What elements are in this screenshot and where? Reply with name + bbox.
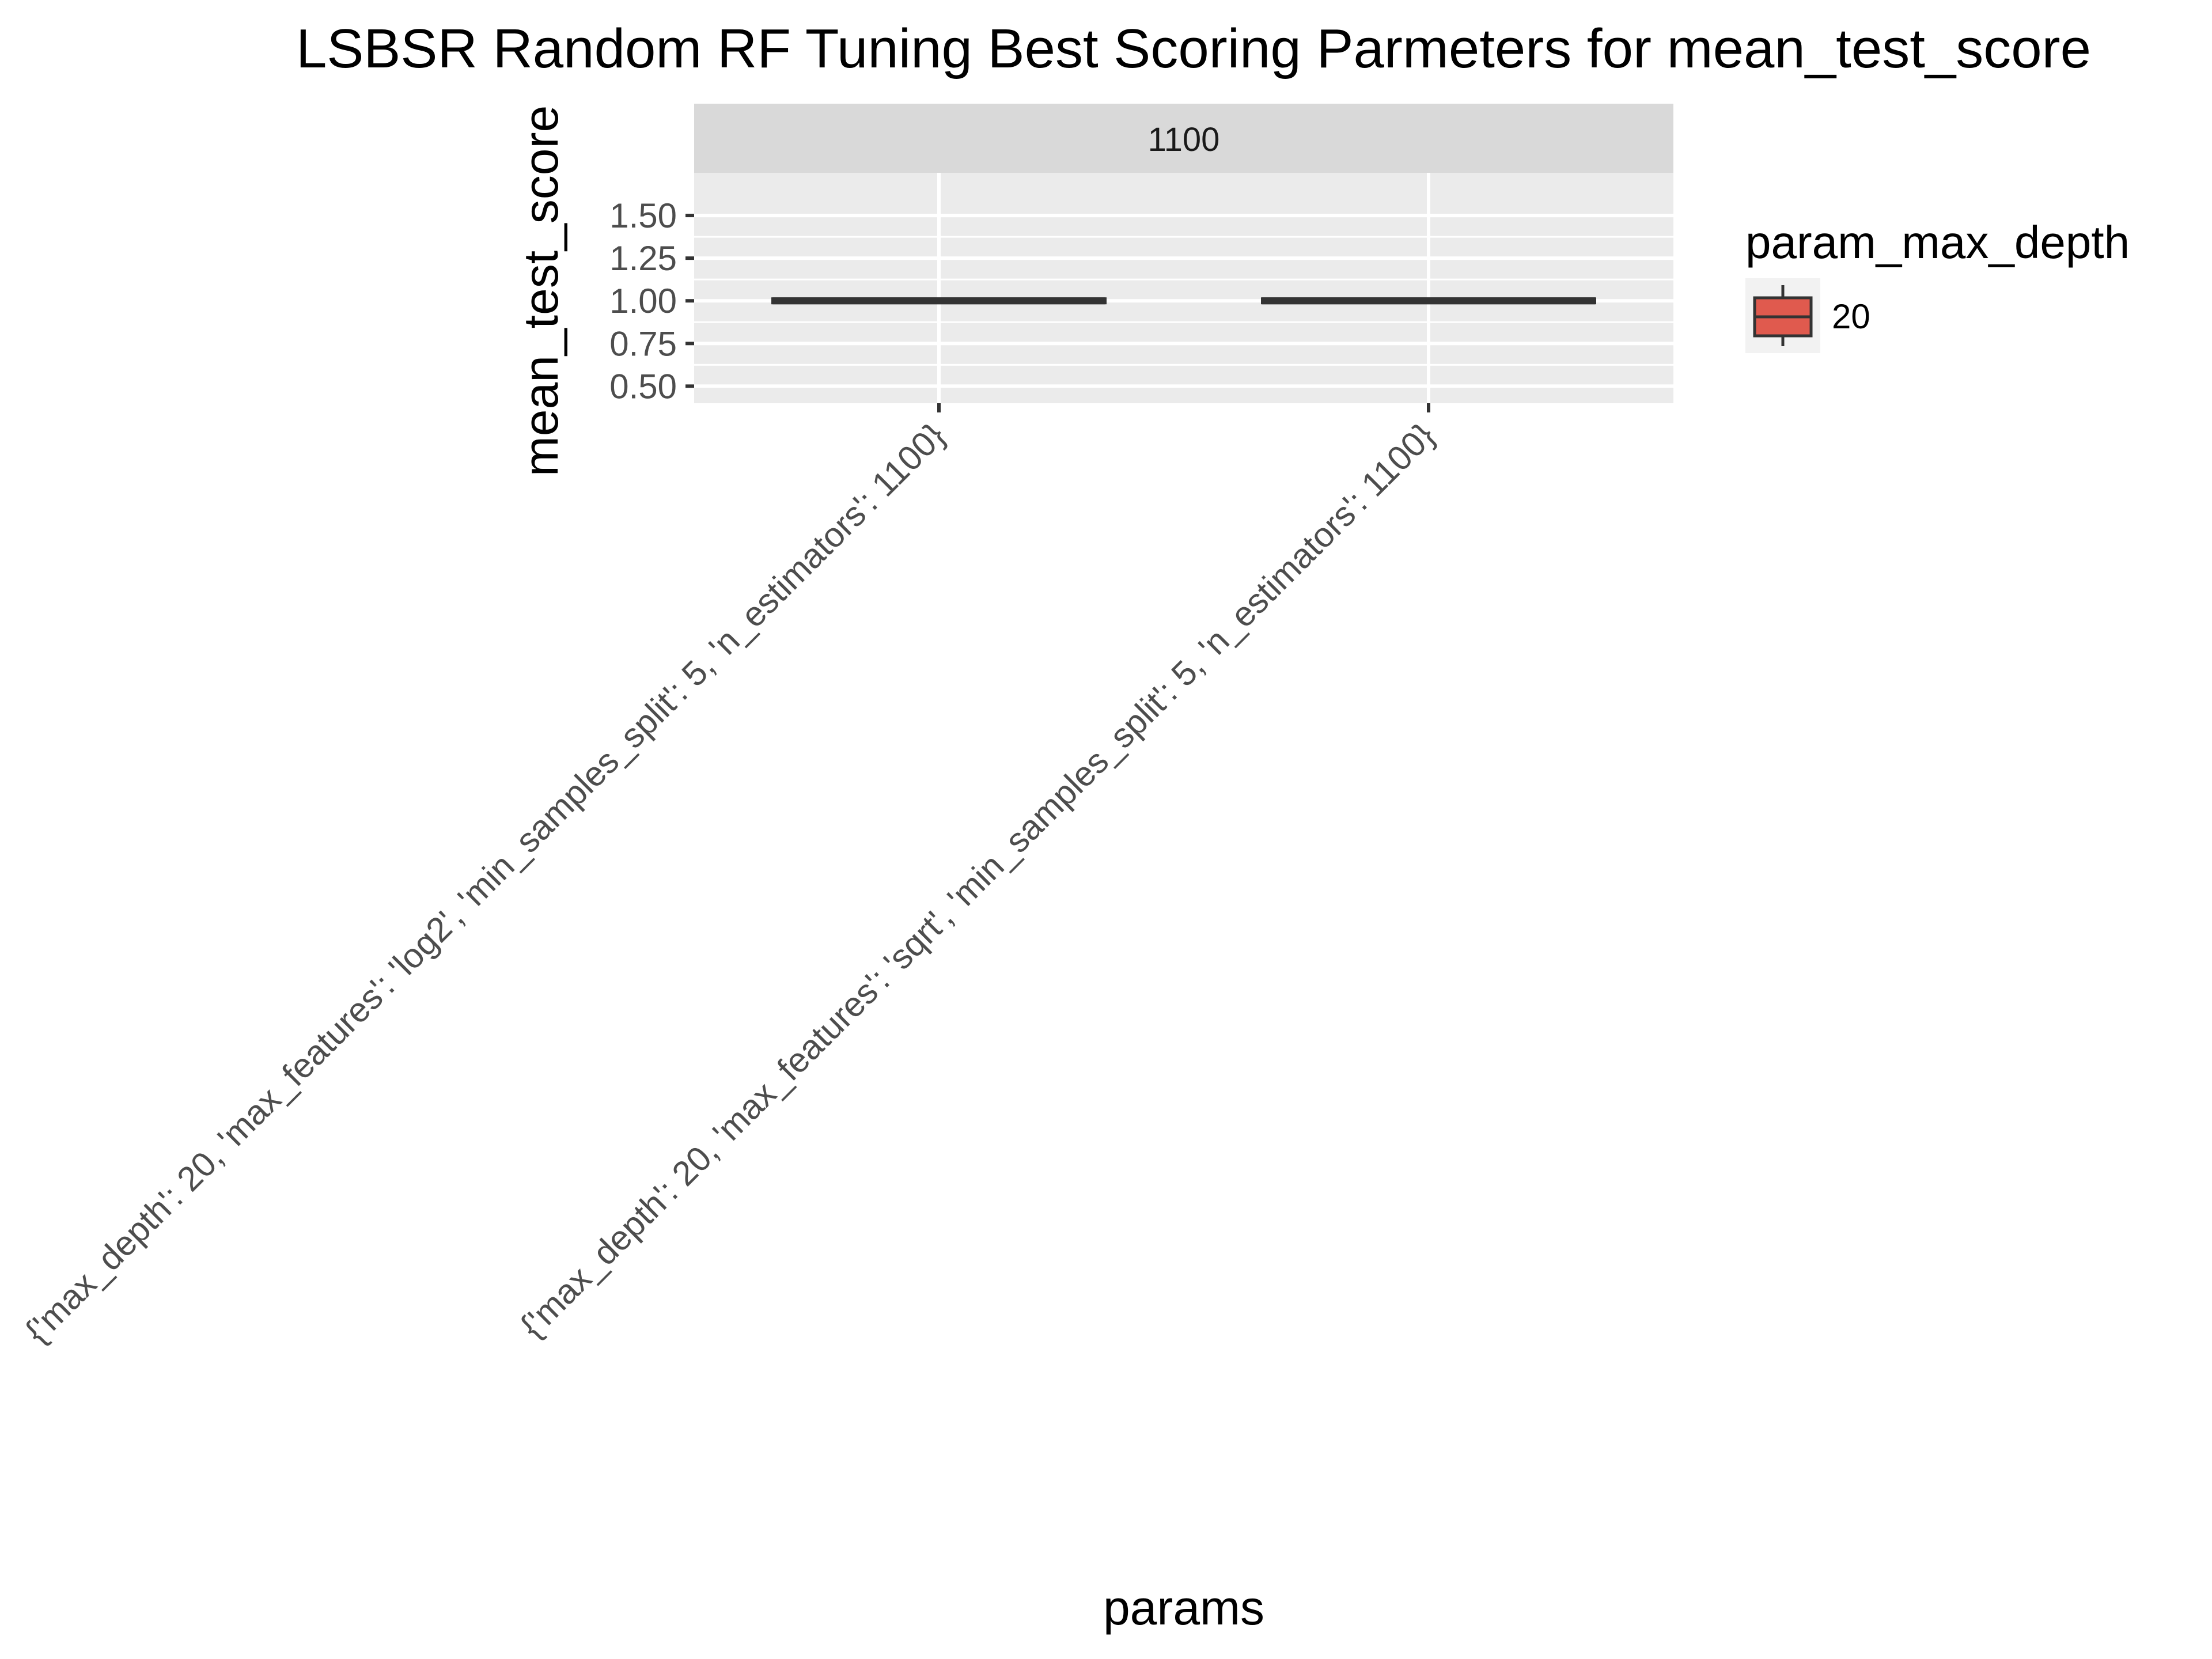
legend-title: param_max_depth (1745, 217, 2130, 268)
legend: param_max_depth 20 (1745, 217, 2130, 353)
legend-label: 20 (1832, 297, 1870, 336)
x-tick-label: {'max_depth': 20, 'max_features': 'log2'… (17, 416, 952, 1351)
facet-strip-label: 1100 (1148, 121, 1220, 158)
facet-strip (694, 104, 1673, 173)
y-tick-label: 1.50 (609, 196, 677, 235)
data-marks (771, 297, 1596, 305)
y-tick-label: 1.00 (609, 282, 677, 320)
y-tick-label: 0.50 (609, 367, 677, 406)
y-tick-label: 0.75 (609, 324, 677, 363)
plot-panel (694, 173, 1673, 403)
y-axis-title: mean_test_score (514, 105, 568, 476)
chart-title: LSBSR Random RF Tuning Best Scoring Parm… (296, 18, 2091, 79)
y-tick-label: 1.25 (609, 239, 677, 278)
x-axis-title: params (1103, 1581, 1264, 1635)
x-tick-label: {'max_depth': 20, 'max_features': 'sqrt'… (513, 416, 1442, 1345)
